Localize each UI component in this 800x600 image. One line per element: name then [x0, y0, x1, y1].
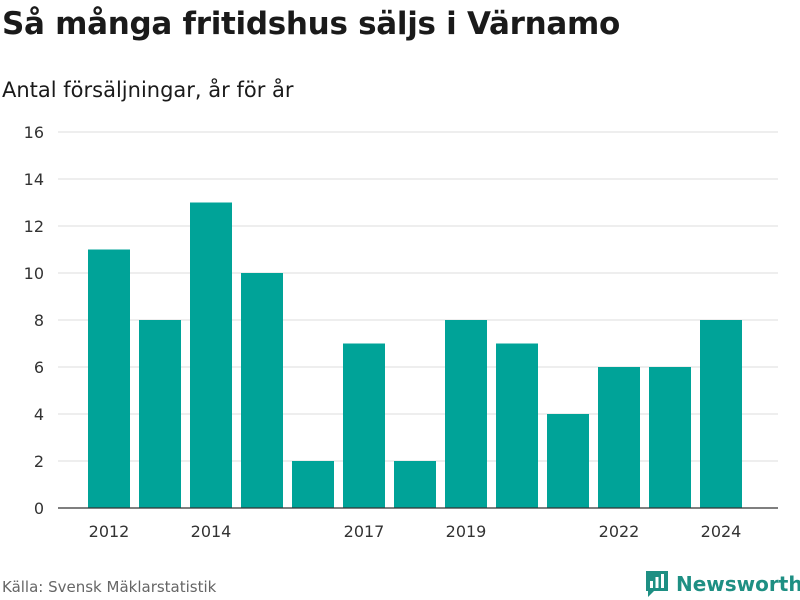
x-tick-label: 2022	[599, 522, 640, 541]
bar-2014	[190, 202, 232, 508]
bar-2022	[598, 367, 640, 508]
y-tick-label: 0	[34, 499, 44, 518]
y-tick-label: 14	[24, 170, 44, 189]
y-tick-label: 2	[34, 452, 44, 471]
gridlines	[58, 131, 778, 462]
x-tick-label: 2017	[344, 522, 385, 541]
x-tick-label: 2012	[89, 522, 130, 541]
bar-2013	[139, 320, 181, 508]
chart-title: Så många fritidshus säljs i Värnamo	[2, 6, 620, 42]
bar-2019	[445, 320, 487, 508]
chart-subtitle: Antal försäljningar, år för år	[2, 78, 294, 102]
bar-2020	[496, 343, 538, 508]
y-axis-ticks: 0 2 4 6 8 10 12 14 16	[24, 123, 44, 518]
x-tick-label: 2024	[701, 522, 742, 541]
bars	[88, 202, 742, 508]
bar-2023	[649, 367, 691, 508]
bar-2021	[547, 414, 589, 508]
x-tick-label: 2019	[446, 522, 487, 541]
newsworthy-logo: Newsworthy	[644, 569, 800, 599]
bar-2015	[241, 273, 283, 508]
y-tick-label: 6	[34, 358, 44, 377]
bar-2016	[292, 461, 334, 508]
y-tick-label: 12	[24, 217, 44, 236]
bar-chart-speech-bubble-icon	[646, 571, 668, 597]
y-tick-label: 4	[34, 405, 44, 424]
bar-2018	[394, 461, 436, 508]
y-tick-label: 16	[24, 123, 44, 142]
source-note: Källa: Svensk Mäklarstatistik	[2, 578, 217, 596]
x-tick-label: 2014	[191, 522, 232, 541]
x-axis-ticks: 2012 2014 2017 2019 2022 2024	[89, 522, 742, 541]
y-tick-label: 10	[24, 264, 44, 283]
bar-2012	[88, 249, 130, 508]
y-tick-label: 8	[34, 311, 44, 330]
logo-text: Newsworthy	[676, 572, 800, 596]
bar-2017	[343, 343, 385, 508]
bar-2024	[700, 320, 742, 508]
